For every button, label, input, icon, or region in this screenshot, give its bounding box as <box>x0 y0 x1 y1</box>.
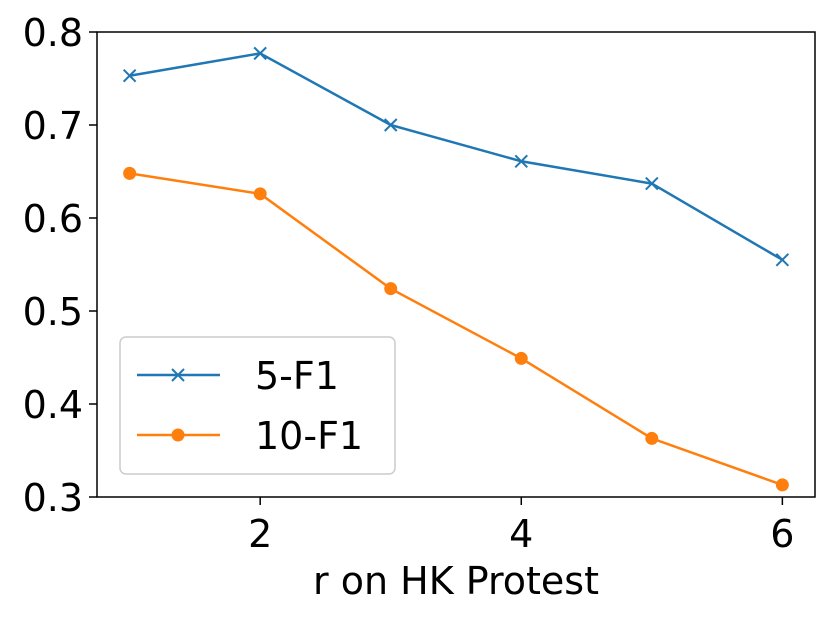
y-tick-label: 0.6 <box>23 197 83 241</box>
marker <box>514 351 528 365</box>
x-tick-label: 2 <box>248 512 272 556</box>
y-tick-label: 0.3 <box>23 476 83 520</box>
marker <box>775 253 790 267</box>
marker <box>645 431 659 445</box>
marker <box>253 187 267 201</box>
series-line <box>129 52 783 261</box>
legend-marker <box>171 368 185 382</box>
marker <box>384 282 398 296</box>
legend-label: 5-F1 <box>255 354 339 398</box>
axes-frame <box>96 31 816 498</box>
series-line <box>129 172 783 487</box>
x-tick-label: 6 <box>770 512 794 556</box>
marker <box>384 118 398 132</box>
legend-label: 10-F1 <box>255 414 363 458</box>
y-tick-label: 0.4 <box>23 383 83 427</box>
marker <box>253 46 267 61</box>
y-tick-label: 0.5 <box>23 290 83 334</box>
marker <box>775 478 789 492</box>
marker <box>122 69 137 83</box>
legend-marker <box>171 428 185 442</box>
x-axis-label: r on HK Protest <box>313 559 599 603</box>
y-tick-label: 0.8 <box>23 11 83 55</box>
marker <box>123 166 137 180</box>
marker <box>645 176 659 191</box>
legend-box <box>119 336 396 475</box>
marker <box>514 154 528 168</box>
y-tick-label: 0.7 <box>23 104 83 148</box>
x-tick-label: 4 <box>509 512 533 556</box>
